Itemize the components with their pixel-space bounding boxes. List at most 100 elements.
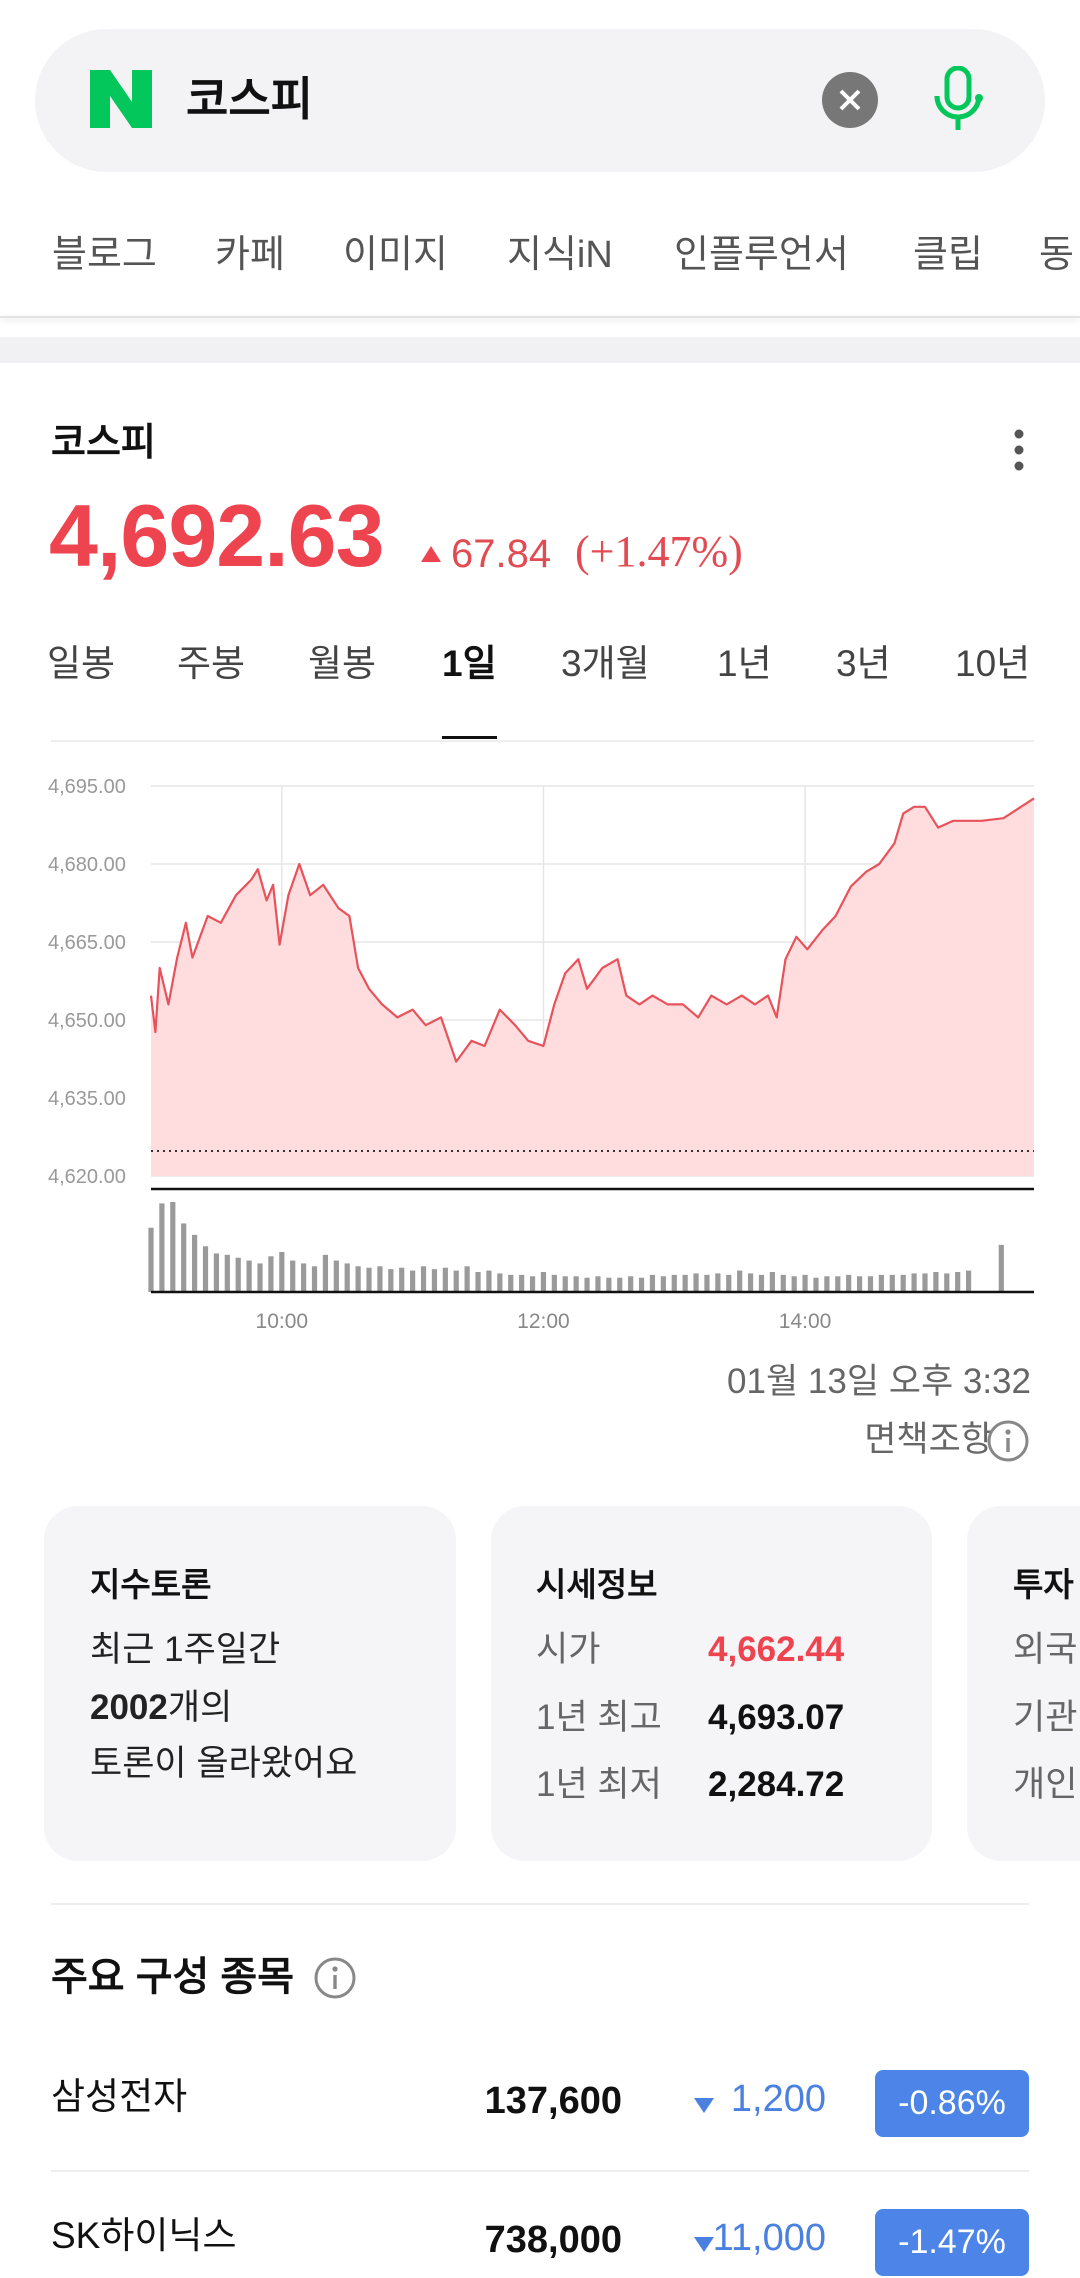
timestamp: 01월 13일 오후 3:32: [727, 1362, 1031, 1401]
period-tab[interactable]: 1일: [442, 643, 497, 684]
index-name: 코스피: [51, 422, 156, 464]
volume-bar: [464, 1266, 470, 1292]
naver-logo[interactable]: [90, 70, 152, 128]
price-line: [149, 797, 1035, 1063]
info-icon[interactable]: [986, 1419, 1030, 1463]
volume-bar: [224, 1254, 230, 1292]
volume-bar: [856, 1276, 863, 1292]
stock-name[interactable]: SK하이닉스: [51, 2215, 237, 2256]
info-label: 시가: [536, 1630, 601, 1669]
volume-bar: [202, 1246, 209, 1292]
info-value: 2,284.72: [708, 1765, 845, 1804]
period-tab[interactable]: 일봉: [47, 643, 116, 684]
search-tab[interactable]: 블로그: [52, 234, 157, 276]
volume-bar: [671, 1274, 677, 1292]
x-tick-label: 10:00: [256, 1310, 309, 1333]
volume-bar: [519, 1274, 525, 1292]
volume-bar: [377, 1266, 383, 1292]
period-tab[interactable]: 3개월: [561, 643, 650, 684]
volume-bar: [562, 1276, 568, 1292]
volume-bar: [540, 1272, 547, 1292]
volume-bar: [758, 1274, 765, 1292]
volume-bar: [344, 1263, 350, 1292]
y-tick-label: 4,680.00: [48, 854, 126, 876]
volume-bar: [922, 1273, 928, 1292]
volume-bar: [704, 1274, 710, 1292]
info-label: 기관: [1013, 1698, 1078, 1737]
x-tick-label: 12:00: [517, 1310, 570, 1333]
search-tab[interactable]: 클립: [913, 234, 983, 276]
volume-bar: [769, 1272, 775, 1292]
info-label: 개인: [1013, 1765, 1078, 1804]
volume-bar: [780, 1274, 786, 1292]
volume-bar: [279, 1252, 285, 1292]
volume-bar: [192, 1234, 198, 1292]
clear-button[interactable]: [822, 72, 878, 128]
period-tab[interactable]: 1년: [717, 643, 772, 684]
period-tab[interactable]: 10년: [955, 643, 1031, 684]
volume-bar: [311, 1266, 318, 1292]
area-fill: [151, 798, 1034, 1176]
volume-bar: [333, 1260, 339, 1292]
volume-bar: [301, 1263, 307, 1292]
volume-bar: [388, 1269, 394, 1292]
volume-bar: [867, 1276, 874, 1292]
discussion-card[interactable]: 지수토론 최근 1주일간 2002개의 토론이 올라왔어요: [44, 1506, 456, 1861]
card-line: 2002개의: [90, 1690, 232, 1725]
period-tab[interactable]: 3년: [836, 643, 891, 684]
stock-change: 1,200: [730, 2078, 826, 2120]
volume-bar: [791, 1276, 797, 1292]
info-icon[interactable]: [313, 1956, 357, 2000]
volume-bar: [322, 1254, 329, 1292]
volume-bar: [955, 1272, 961, 1292]
volume-bar: [442, 1267, 448, 1292]
volume-bar: [824, 1276, 830, 1292]
card-line: 최근 1주일간: [90, 1630, 281, 1669]
volume-bar: [944, 1273, 950, 1292]
period-tab[interactable]: 월봉: [308, 643, 377, 684]
card-title: 시세정보: [536, 1566, 658, 1603]
volume-bar: [889, 1274, 895, 1292]
volume-bar: [617, 1277, 623, 1292]
volume-bar: [355, 1266, 361, 1292]
header-shadow: [0, 316, 1080, 318]
volume-bar: [660, 1276, 666, 1292]
down-arrow: [694, 2237, 714, 2252]
disclaimer[interactable]: 면책조항: [864, 1420, 993, 1459]
info-label: 외국: [1013, 1630, 1078, 1669]
index-change: 67.84: [451, 532, 552, 576]
volume-bar: [965, 1270, 972, 1292]
search-tab[interactable]: 이미지: [343, 234, 448, 276]
volume-bar: [497, 1273, 503, 1292]
search-query[interactable]: 코스피: [186, 73, 313, 125]
more-menu[interactable]: [1012, 428, 1026, 472]
stock-price: 738,000: [484, 2219, 622, 2261]
x-tick-label: 14:00: [779, 1310, 832, 1333]
index-price: 4,692.63: [49, 486, 385, 585]
price-info-card[interactable]: 시세정보 시가 4,662.44 1년 최고 4,693.07 1년 최저 2,…: [491, 1506, 932, 1861]
volume-bar: [693, 1273, 699, 1292]
investor-card[interactable]: 투자 외국 기관 개인: [967, 1506, 1080, 1861]
mic-button[interactable]: [930, 66, 986, 136]
search-tab[interactable]: 인플루언서: [674, 234, 849, 276]
section-title: 주요 구성 종목: [51, 1955, 295, 1999]
volume-bar: [508, 1274, 514, 1292]
search-tab[interactable]: 지식iN: [507, 234, 613, 276]
card-title: 지수토론: [90, 1566, 212, 1603]
volume-bar: [747, 1273, 754, 1292]
y-tick-label: 4,695.00: [48, 776, 126, 798]
stock-name[interactable]: 삼성전자: [51, 2076, 188, 2117]
card-line: 개의: [167, 1688, 233, 1727]
volume-bar: [159, 1203, 165, 1292]
volume-bar: [715, 1273, 721, 1292]
volume-bar: [802, 1274, 808, 1292]
period-tab[interactable]: 주봉: [177, 643, 246, 684]
info-value: 4,662.44: [708, 1630, 845, 1669]
search-tab[interactable]: 동: [1039, 234, 1074, 276]
down-arrow: [694, 2098, 714, 2113]
volume-bar: [475, 1272, 481, 1292]
volume-bar: [290, 1260, 296, 1292]
search-tab[interactable]: 카페: [215, 234, 285, 276]
volume-bar: [529, 1276, 536, 1292]
volume-bar: [486, 1270, 492, 1292]
